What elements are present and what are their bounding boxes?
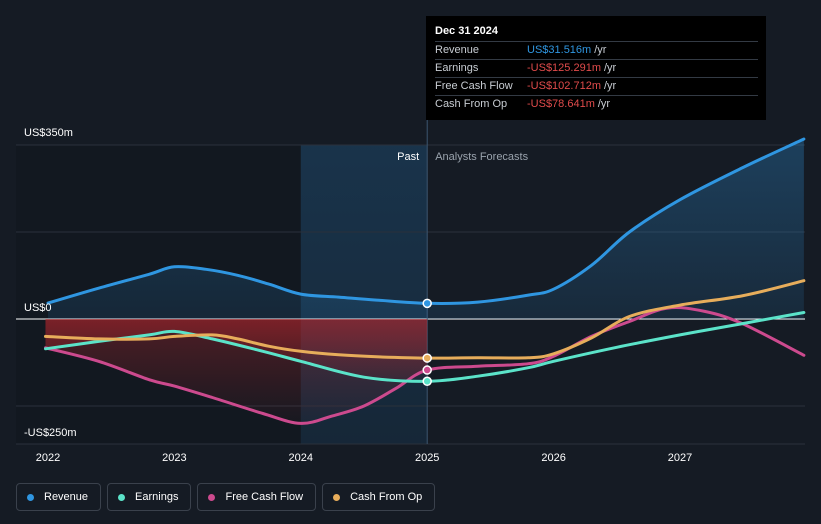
series-line-revenue bbox=[46, 137, 806, 305]
tooltip-label: Cash From Op bbox=[435, 98, 508, 110]
tooltip-unit: /yr bbox=[604, 62, 617, 74]
tooltip-row-cash-from-op: Cash From Op -US$78.641m /yr bbox=[435, 95, 758, 113]
tooltip-value: -US$125.291m bbox=[527, 62, 601, 74]
tooltip-label: Revenue bbox=[435, 44, 480, 56]
tooltip-date: Dec 31 2024 bbox=[435, 25, 498, 37]
marker-cash-from-op[interactable] bbox=[422, 353, 432, 363]
legend-item-earnings[interactable]: Earnings bbox=[107, 483, 192, 511]
tooltip-row-revenue: Revenue US$31.516m /yr bbox=[435, 41, 758, 59]
series-line-cash-from-op bbox=[44, 279, 806, 360]
tooltip-value: -US$102.712m bbox=[527, 80, 601, 92]
legend-item-revenue[interactable]: Revenue bbox=[16, 483, 102, 511]
legend-item-cash-from-op[interactable]: Cash From Op bbox=[322, 483, 436, 511]
x-tick-label: 2023 bbox=[162, 452, 186, 464]
tooltip-unit: /yr bbox=[597, 98, 611, 110]
series-markers bbox=[422, 298, 432, 387]
tooltip-unit: /yr bbox=[594, 44, 607, 56]
x-tick-label: 2027 bbox=[668, 452, 692, 464]
y-axis-label: US$350m bbox=[24, 127, 73, 139]
legend-label: Revenue bbox=[44, 491, 89, 503]
marker-revenue[interactable] bbox=[422, 298, 432, 309]
legend-label: Earnings bbox=[135, 491, 179, 503]
legend: Revenue Earnings Free Cash Flow Cash Fro… bbox=[16, 483, 436, 511]
legend-label: Free Cash Flow bbox=[225, 491, 304, 503]
legend-label: Cash From Op bbox=[350, 491, 423, 503]
marker-earnings[interactable] bbox=[422, 376, 432, 387]
legend-dot-icon bbox=[118, 493, 126, 501]
legend-dot-icon bbox=[27, 493, 34, 501]
x-tick-label: 2025 bbox=[415, 452, 439, 464]
tooltip-label: Earnings bbox=[435, 62, 479, 74]
chart-svg: US$350m US$0 -US$250m 2022 2023 2024 2025 2026 2… bbox=[16, 120, 806, 464]
series-line-earnings bbox=[44, 311, 806, 383]
tooltip: Dec 31 2024 Revenue US$31.516m /yr Earni… bbox=[426, 16, 766, 120]
tooltip-row-free-cash-flow: Free Cash Flow -US$102.712m /yr bbox=[435, 77, 758, 95]
x-tick-label: 2022 bbox=[36, 452, 60, 464]
marker-free-cash-flow[interactable] bbox=[422, 365, 432, 375]
y-axis-label: -US$250m bbox=[24, 427, 77, 439]
tooltip-value: US$31.516m bbox=[527, 44, 592, 56]
revenue-area bbox=[48, 139, 804, 319]
forecast-label: Analysts Forecasts bbox=[435, 151, 528, 163]
past-label: Past bbox=[397, 151, 419, 163]
chart-labels: US$350m US$0 -US$250m 2022 2023 2024 2025 2026 2… bbox=[24, 127, 692, 464]
legend-dot-icon bbox=[333, 493, 341, 501]
tooltip-value: -US$78.641m bbox=[527, 98, 595, 110]
tooltip-row-earnings: Earnings -US$125.291m /yr bbox=[435, 59, 758, 77]
x-tick-label: 2024 bbox=[289, 452, 313, 464]
tooltip-label: Free Cash Flow bbox=[435, 80, 513, 92]
y-axis-label: US$0 bbox=[24, 302, 52, 314]
legend-item-free-cash-flow[interactable]: Free Cash Flow bbox=[197, 483, 317, 511]
tooltip-unit: /yr bbox=[604, 80, 617, 92]
series-lines bbox=[44, 137, 806, 425]
x-tick-label: 2026 bbox=[541, 452, 565, 464]
legend-dot-icon bbox=[208, 493, 216, 501]
